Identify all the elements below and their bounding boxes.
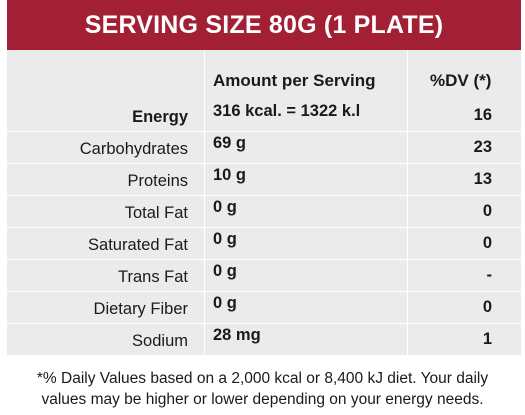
- row-divider: [7, 291, 521, 292]
- row-dv-saturated-fat: 0: [482, 234, 492, 252]
- nutrition-table: Amount per Serving %DV (*) Energy 316 kc…: [7, 50, 521, 355]
- row-label-proteins: Proteins: [127, 172, 188, 190]
- row-dv-proteins: 13: [473, 170, 492, 188]
- footnote-line-1: *% Daily Values based on a 2,000 kcal or…: [36, 370, 489, 387]
- daily-values-footnote: *% Daily Values based on a 2,000 kcal or…: [0, 368, 525, 410]
- row-divider: [7, 163, 521, 164]
- row-label-total-fat: Total Fat: [124, 204, 188, 222]
- row-divider: [7, 131, 521, 132]
- row-dv-energy: 16: [473, 106, 492, 124]
- row-divider: [7, 323, 521, 324]
- row-amount-sodium: 28 mg: [213, 326, 261, 344]
- row-label-saturated-fat: Saturated Fat: [88, 236, 188, 254]
- footnote-line-2: values may be higher or lower depending …: [41, 391, 484, 408]
- row-divider: [7, 195, 521, 196]
- row-label-sodium: Sodium: [132, 332, 188, 350]
- dv-column-header: %DV (*): [430, 71, 492, 90]
- row-dv-total-fat: 0: [482, 202, 492, 220]
- row-amount-trans-fat: 0 g: [213, 262, 237, 280]
- row-divider: [7, 259, 521, 260]
- row-amount-energy: 316 kcal. = 1322 k.l: [213, 102, 361, 120]
- row-dv-sodium: 1: [482, 330, 492, 348]
- row-label-dietary-fiber: Dietary Fiber: [93, 300, 188, 318]
- row-divider: [7, 227, 521, 228]
- row-amount-saturated-fat: 0 g: [213, 230, 237, 248]
- row-label-trans-fat: Trans Fat: [118, 268, 188, 286]
- amount-column-header: Amount per Serving: [213, 71, 376, 90]
- row-label-energy: Energy: [132, 108, 188, 126]
- row-label-carbohydrates: Carbohydrates: [79, 140, 188, 158]
- row-amount-carbohydrates: 69 g: [213, 134, 247, 152]
- row-amount-dietary-fiber: 0 g: [213, 294, 237, 312]
- row-dv-dietary-fiber: 0: [482, 298, 492, 316]
- row-dv-trans-fat: -: [486, 266, 493, 284]
- row-amount-proteins: 10 g: [213, 166, 247, 184]
- row-amount-total-fat: 0 g: [213, 198, 237, 216]
- serving-size-title: SERVING SIZE 80G (1 PLATE): [84, 10, 444, 39]
- row-dv-carbohydrates: 23: [473, 138, 492, 156]
- serving-size-header: SERVING SIZE 80G (1 PLATE): [7, 0, 521, 50]
- column-divider: [204, 50, 205, 355]
- column-divider: [407, 50, 408, 355]
